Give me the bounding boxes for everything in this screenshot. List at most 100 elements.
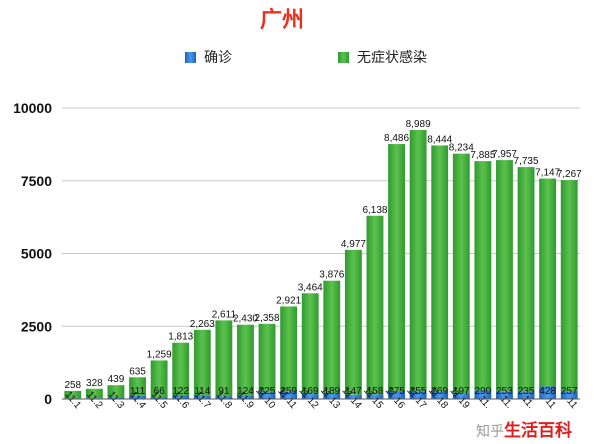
label-confirmed: 169 (302, 386, 319, 397)
legend-swatch-asymptomatic (338, 52, 349, 63)
bar-asymptomatic (409, 129, 427, 392)
label-confirmed: 114 (194, 386, 210, 397)
legend-label-confirmed: 确诊 (204, 49, 232, 65)
bar-confirmed (539, 386, 557, 399)
label-confirmed: 147 (345, 386, 362, 397)
label-asymptomatic: 7,267 (557, 169, 582, 180)
bar-confirmed (560, 391, 578, 399)
bar-confirmed (496, 391, 513, 399)
label-asymptomatic: 7,147 (535, 168, 560, 179)
bar-asymptomatic (107, 385, 125, 398)
bar-confirmed (323, 393, 341, 399)
chart-title: 广州 (260, 7, 304, 32)
label-confirmed: 428 (539, 386, 556, 397)
y-axis: 0 2500 5000 7500 10000 (13, 100, 52, 407)
bar-asymptomatic (366, 215, 384, 395)
label-confirmed: 253 (496, 386, 513, 397)
label-asymptomatic: 4,977 (341, 239, 366, 250)
label-confirmed: 225 (259, 386, 276, 397)
bar-asymptomatic (344, 249, 362, 395)
label-asymptomatic: 2,263 (190, 319, 215, 330)
label-confirmed: 235 (518, 386, 535, 397)
bar-confirmed (409, 391, 427, 399)
label-confirmed: 189 (323, 386, 340, 397)
bar-asymptomatic (172, 342, 190, 396)
label-confirmed: 255 (410, 386, 427, 397)
watermark: 知乎 生活百科 (476, 420, 572, 440)
label-asymptomatic: 7,885 (470, 150, 495, 161)
bars (64, 129, 578, 399)
bar-confirmed (366, 394, 384, 399)
label-asymptomatic: 328 (86, 378, 103, 389)
watermark-site: 知乎 (476, 423, 504, 439)
legend-label-asymptomatic: 无症状感染 (357, 49, 427, 65)
label-asymptomatic: 3,464 (298, 282, 323, 293)
label-asymptomatic: 8,989 (406, 119, 431, 130)
bar-asymptomatic (560, 180, 578, 392)
label-asymptomatic: 2,921 (276, 295, 301, 306)
bar-asymptomatic (431, 145, 449, 392)
label-confirmed: 124 (237, 386, 254, 397)
legend: 确诊 无症状感染 (185, 49, 427, 65)
y-tick-label: 5000 (21, 246, 52, 262)
y-tick-label: 10000 (13, 100, 52, 116)
label-asymptomatic: 8,444 (427, 134, 452, 145)
label-asymptomatic: 2,430 (233, 314, 258, 325)
bar-asymptomatic (215, 320, 233, 397)
label-asymptomatic: 8,486 (384, 133, 409, 144)
bar-confirmed (107, 397, 125, 399)
bar-asymptomatic (539, 178, 557, 387)
label-asymptomatic: 6,138 (362, 205, 387, 216)
bar-confirmed (215, 396, 233, 399)
label-confirmed: 91 (218, 386, 230, 397)
bar-asymptomatic (129, 377, 146, 396)
bar-asymptomatic (193, 329, 211, 396)
label-asymptomatic: 258 (64, 380, 81, 391)
label-confirmed: 158 (367, 386, 384, 397)
y-tick-label: 7500 (21, 173, 52, 189)
data-labels: 258 328 439 635 111 1,259 66 1,813 122 2,263 114 2,… (64, 119, 582, 397)
bar-asymptomatic (85, 388, 103, 399)
y-tick-label: 2500 (21, 318, 52, 334)
y-tick-label: 0 (44, 391, 52, 407)
bar-confirmed (431, 391, 449, 399)
label-asymptomatic: 1,259 (147, 349, 172, 360)
bar-asymptomatic (452, 153, 470, 394)
label-confirmed: 257 (561, 386, 578, 397)
bar-confirmed (150, 397, 168, 399)
bar-confirmed (388, 390, 405, 399)
bar-confirmed (193, 395, 211, 399)
bar-confirmed (452, 393, 470, 399)
label-confirmed: 275 (388, 386, 405, 397)
bar-confirmed (344, 394, 362, 399)
label-confirmed: 197 (453, 386, 470, 397)
label-confirmed: 66 (154, 386, 166, 397)
label-asymptomatic: 439 (108, 374, 125, 385)
bar-confirmed (129, 395, 146, 399)
bar-asymptomatic (150, 360, 168, 398)
bar-asymptomatic (323, 280, 341, 394)
label-asymptomatic: 2,611 (212, 309, 237, 320)
bar-asymptomatic (388, 144, 405, 391)
bar-asymptomatic (258, 323, 276, 393)
label-asymptomatic: 7,735 (514, 156, 539, 167)
bar-confirmed (237, 395, 254, 399)
label-confirmed: 111 (130, 386, 146, 397)
label-asymptomatic: 3,876 (319, 270, 344, 281)
label-asymptomatic: 1,813 (168, 332, 193, 343)
bar-asymptomatic (496, 160, 513, 392)
bar-confirmed (172, 395, 190, 399)
label-asymptomatic: 7,957 (492, 149, 517, 160)
bar-asymptomatic (64, 390, 82, 399)
bar-confirmed (517, 392, 535, 399)
label-confirmed: 259 (280, 386, 297, 397)
legend-swatch-confirmed (185, 52, 196, 63)
bar-confirmed (301, 394, 319, 399)
bar-asymptomatic (474, 161, 492, 391)
bar-confirmed (280, 391, 298, 399)
watermark-brand: 生活百科 (504, 420, 572, 440)
label-confirmed: 122 (172, 386, 189, 397)
label-asymptomatic: 2,358 (255, 313, 280, 324)
bar-asymptomatic (237, 324, 254, 396)
